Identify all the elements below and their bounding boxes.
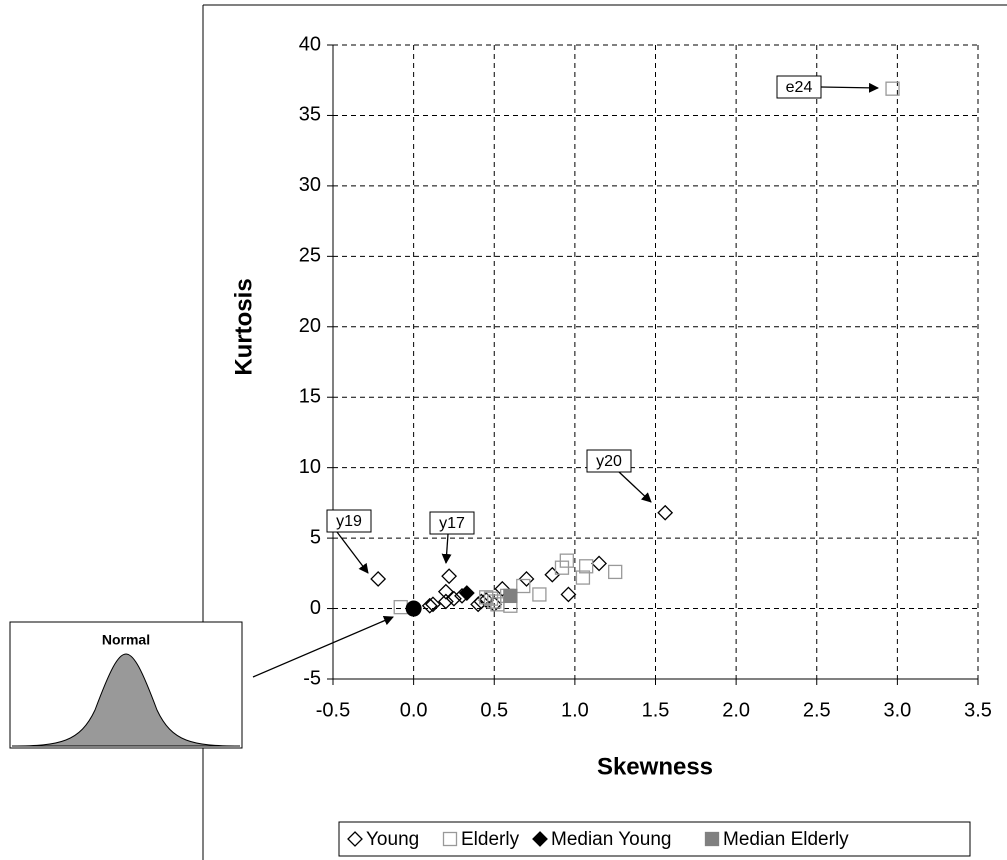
point bbox=[458, 585, 475, 601]
point bbox=[544, 566, 561, 583]
x-tick-label: -0.5 bbox=[316, 699, 350, 721]
inset-arrow bbox=[252, 615, 394, 678]
point bbox=[518, 571, 535, 587]
point bbox=[516, 578, 531, 594]
legend-frame bbox=[338, 821, 971, 857]
point bbox=[441, 568, 458, 585]
annotation-box bbox=[586, 449, 632, 473]
y-tick-label: 10 bbox=[299, 456, 321, 478]
point bbox=[591, 555, 607, 572]
annotation-label: y17 bbox=[439, 515, 465, 532]
x-tick-label: 2.0 bbox=[722, 699, 750, 721]
point bbox=[446, 590, 462, 607]
point bbox=[494, 580, 511, 597]
y-tick-label: 35 bbox=[299, 104, 321, 126]
annotation-label: y19 bbox=[336, 513, 362, 530]
normal-inset: Normal bbox=[9, 615, 394, 749]
x-axis-title: Skewness bbox=[597, 753, 713, 780]
point bbox=[575, 570, 591, 585]
annotation-arrow bbox=[336, 531, 369, 574]
point bbox=[885, 81, 900, 96]
point bbox=[503, 588, 518, 604]
point bbox=[470, 596, 487, 613]
x-tick-label: 1.0 bbox=[561, 699, 589, 721]
y-tick-label: 5 bbox=[310, 526, 321, 548]
y-axis-title: Kurtosis bbox=[230, 278, 257, 375]
legend-label: Median Young bbox=[551, 829, 671, 850]
point bbox=[421, 597, 438, 614]
legend-marker bbox=[532, 831, 548, 847]
legend-marker bbox=[347, 831, 363, 847]
point bbox=[425, 596, 441, 613]
bell-curve bbox=[11, 653, 241, 747]
point bbox=[393, 599, 408, 615]
inset-title: Normal bbox=[102, 632, 150, 648]
point bbox=[560, 586, 577, 603]
y-tick-label: 40 bbox=[299, 33, 321, 55]
y-tick-label: 20 bbox=[299, 315, 321, 337]
legend-marker bbox=[704, 831, 720, 847]
x-tick-label: 1.5 bbox=[642, 699, 670, 721]
x-tick-label: 0.0 bbox=[400, 699, 428, 721]
annotation-label: e24 bbox=[786, 79, 813, 96]
y-tick-label: 15 bbox=[299, 386, 321, 408]
legend-marker bbox=[442, 831, 458, 847]
point bbox=[370, 571, 387, 587]
point bbox=[559, 553, 574, 568]
legend-label: Young bbox=[366, 829, 419, 850]
point bbox=[608, 564, 623, 580]
annotation-box bbox=[429, 511, 475, 535]
annotation-box bbox=[326, 509, 372, 533]
annotation-label: y20 bbox=[596, 453, 622, 470]
x-tick-label: 3.5 bbox=[964, 699, 992, 721]
y-tick-label: 25 bbox=[299, 245, 321, 267]
point bbox=[579, 559, 594, 574]
point bbox=[437, 593, 454, 610]
annotation-arrow bbox=[618, 471, 652, 503]
legend-label: Elderly bbox=[461, 829, 520, 850]
point bbox=[473, 593, 490, 610]
point bbox=[657, 504, 674, 521]
point bbox=[437, 583, 454, 600]
annotation-arrow bbox=[820, 82, 879, 93]
y-tick-label: 30 bbox=[299, 174, 321, 196]
normal-point bbox=[405, 600, 422, 617]
legend-label: Median Elderly bbox=[723, 829, 849, 850]
x-tick-label: 3.0 bbox=[883, 699, 911, 721]
y-tick-label: 0 bbox=[310, 597, 321, 619]
annotation-arrow bbox=[441, 533, 452, 564]
y-tick-label: -5 bbox=[303, 667, 321, 689]
x-tick-label: 0.5 bbox=[480, 699, 508, 721]
x-tick-label: 2.5 bbox=[803, 699, 831, 721]
point bbox=[532, 587, 547, 602]
